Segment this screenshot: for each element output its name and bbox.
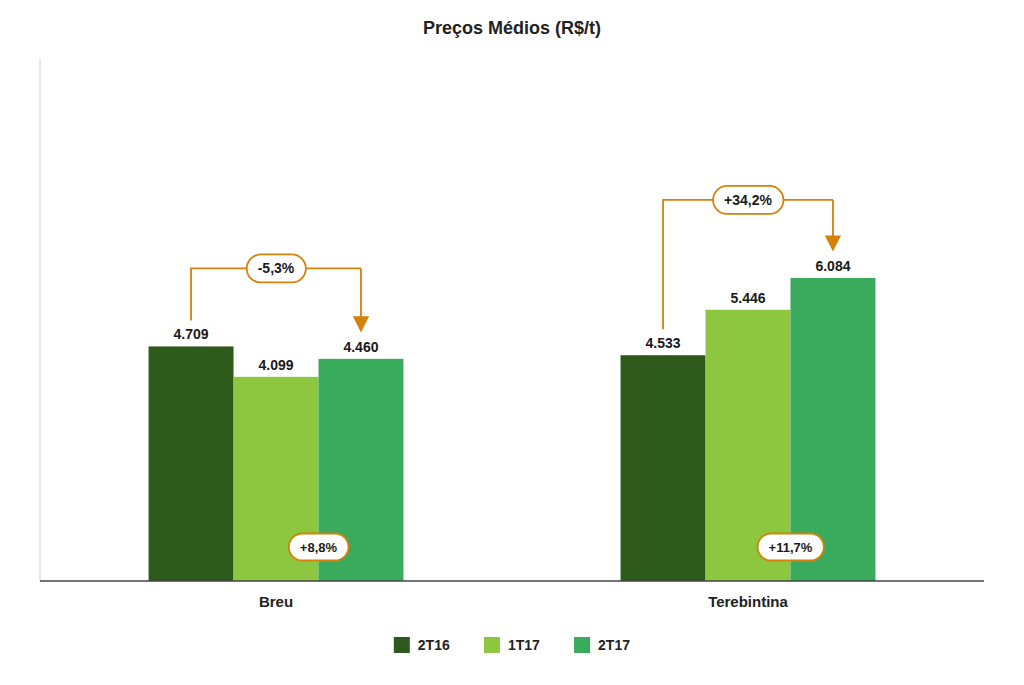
data-label: 6.084 bbox=[815, 258, 850, 274]
x-tick-label: Terebintina bbox=[708, 593, 788, 610]
legend-swatch bbox=[574, 637, 590, 653]
annotation: +11,7% bbox=[758, 534, 824, 561]
legend-label: 2T17 bbox=[598, 637, 630, 653]
annotation: +8,8% bbox=[289, 534, 349, 561]
annotation: +34,2% bbox=[713, 186, 783, 214]
chart: Preços Médios (R$/t) 4.709 4.533 4.099 5.446… bbox=[0, 0, 1024, 685]
annotation-box bbox=[713, 186, 783, 214]
data-label: 5.446 bbox=[730, 290, 765, 306]
annotation-text: -5,3% bbox=[258, 260, 295, 276]
annotation-box bbox=[247, 254, 306, 282]
annotation-box bbox=[289, 534, 349, 561]
data-label: 4.709 bbox=[174, 326, 209, 342]
annotation-text: +34,2% bbox=[724, 192, 772, 208]
annotation-arrow bbox=[360, 268, 362, 330]
annotation-box bbox=[758, 534, 824, 561]
annotation-text: +8,8% bbox=[300, 540, 338, 555]
title: Preços Médios (R$/t) bbox=[423, 18, 601, 38]
data-label: 4.533 bbox=[646, 335, 681, 351]
legend-label: 1T17 bbox=[508, 637, 540, 653]
y-axis-line bbox=[40, 58, 41, 581]
bar bbox=[621, 355, 706, 581]
legend-swatch bbox=[484, 637, 500, 653]
x-tick-label: Breu bbox=[259, 593, 293, 610]
legend: 2T16 1T17 2T17 bbox=[394, 637, 630, 653]
x-axis-line bbox=[40, 580, 984, 582]
annotation-bracket bbox=[663, 200, 833, 329]
annotation-text: +11,7% bbox=[769, 540, 813, 555]
bars bbox=[149, 278, 876, 581]
data-label: 4.099 bbox=[258, 357, 293, 373]
annotation-arrow bbox=[832, 200, 834, 250]
annotation: -5,3% bbox=[247, 254, 306, 282]
legend-label: 2T16 bbox=[418, 637, 450, 653]
bar bbox=[149, 346, 234, 581]
data-label: 4.460 bbox=[343, 339, 378, 355]
legend-swatch bbox=[394, 637, 410, 653]
